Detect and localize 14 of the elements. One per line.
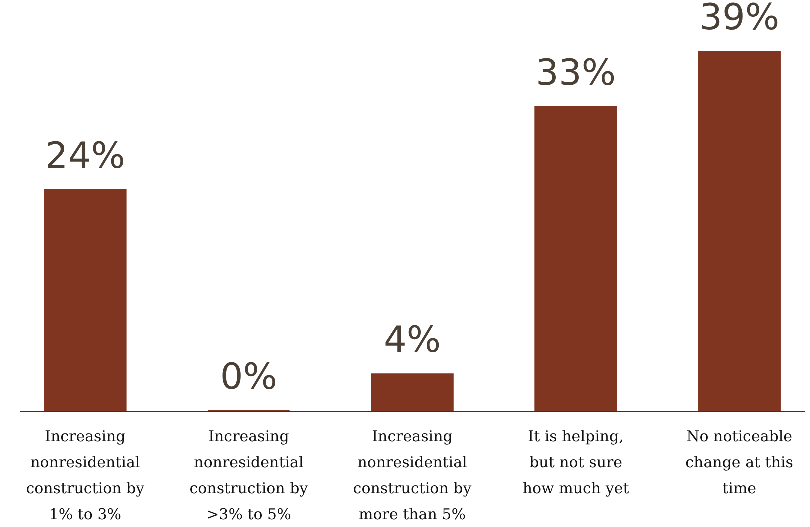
bar <box>698 51 781 412</box>
data-label: 4% <box>384 320 442 362</box>
x-tick-label: Increasing nonresidential construction by more than 5% <box>353 428 472 524</box>
bar <box>534 106 618 412</box>
x-tick-label: No noticeable change at this time <box>686 428 794 498</box>
bar <box>44 189 127 412</box>
x-tick-label: Increasing nonresidential construction by >3% to 5% <box>190 428 309 524</box>
data-label: 0% <box>220 357 278 398</box>
x-tick-label: Increasing nonresidential construction by 1% to 3% <box>26 428 146 524</box>
bar <box>371 374 454 412</box>
data-label: 24% <box>45 136 126 177</box>
data-label: 33% <box>536 52 616 94</box>
data-label: 39% <box>700 0 780 39</box>
x-tick-label: It is helping, but not sure how much yet <box>522 428 630 498</box>
